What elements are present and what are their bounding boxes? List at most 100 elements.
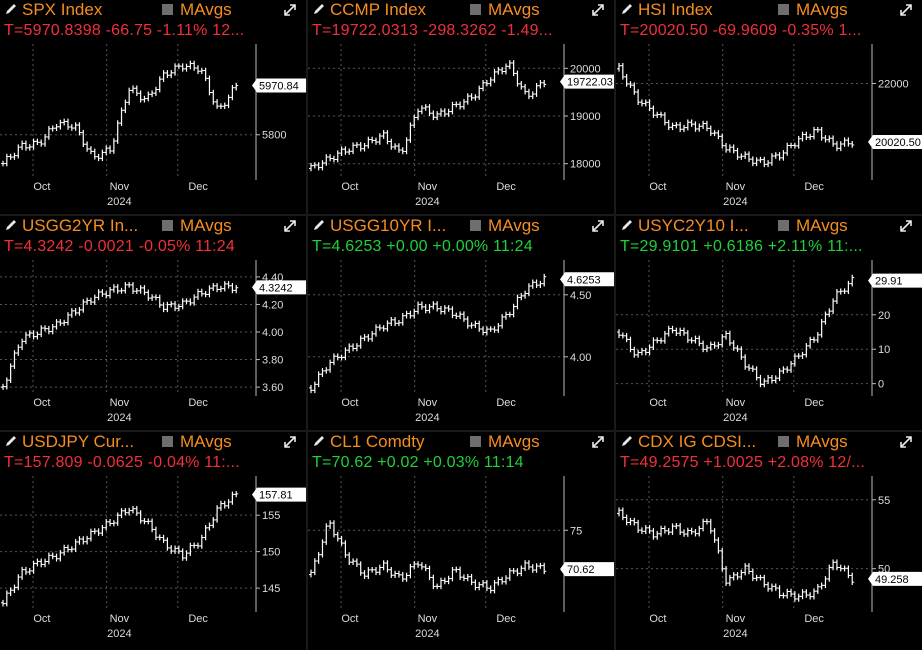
price-bar: [762, 574, 767, 588]
price-bar: [23, 566, 28, 575]
price-bar: [157, 76, 162, 93]
expand-icon[interactable]: [282, 2, 298, 18]
price-bar: [693, 121, 698, 132]
mavgs-label[interactable]: MAvgs: [796, 216, 848, 235]
expand-icon[interactable]: [898, 434, 914, 450]
price-bar: [777, 152, 782, 161]
panel-divider: [0, 214, 922, 216]
price-bar: [222, 281, 227, 292]
price-bar: [639, 99, 644, 107]
price-bar: [343, 347, 348, 361]
mavgs-label[interactable]: MAvgs: [488, 216, 540, 235]
price-bar: [773, 583, 778, 591]
mavgs-checkbox[interactable]: [470, 220, 481, 231]
price-bar: [515, 70, 520, 87]
price-bar: [731, 340, 736, 351]
expand-icon[interactable]: [590, 218, 606, 234]
price-bar: [115, 284, 120, 294]
pencil-icon[interactable]: [620, 2, 634, 16]
price-bar: [743, 354, 748, 370]
chart-panel[interactable]: HSI Index MAvgs T=20020.50 -69.9609 -0.35%…: [616, 0, 922, 216]
price-bar: [461, 574, 466, 582]
price-bar: [328, 520, 333, 529]
chart-panel[interactable]: CL1 Comdty MAvgs T=70.62 +0.02 +0.03% 11:1…: [308, 432, 614, 648]
price-bar: [309, 569, 313, 578]
expand-icon[interactable]: [590, 2, 606, 18]
panel-header: CCMP Index MAvgs: [308, 0, 614, 20]
mavgs-checkbox[interactable]: [162, 436, 173, 447]
panel-title[interactable]: USYC2Y10 I...: [638, 216, 749, 235]
last-price-text: 19722.03: [567, 77, 613, 89]
panel-title[interactable]: CCMP Index: [330, 0, 427, 19]
price-bar: [8, 363, 13, 383]
pencil-icon[interactable]: [312, 2, 326, 16]
price-bar: [188, 60, 193, 70]
price-bar: [662, 525, 667, 534]
pencil-icon[interactable]: [620, 434, 634, 448]
price-bar: [16, 344, 21, 356]
price-bar: [146, 289, 151, 301]
price-bar: [473, 94, 478, 101]
price-bar: [100, 149, 105, 162]
pencil-icon[interactable]: [312, 218, 326, 232]
panel-title[interactable]: CL1 Comdty: [330, 432, 425, 451]
expand-icon[interactable]: [282, 218, 298, 234]
expand-icon[interactable]: [590, 434, 606, 450]
last-price-label: 20020.50: [868, 134, 922, 149]
chart-panel[interactable]: USGG10YR I... MAvgs T=4.6253 +0.00 +0.00% …: [308, 216, 614, 432]
pencil-icon[interactable]: [4, 434, 18, 448]
panel-title[interactable]: CDX IG CDSI...: [638, 432, 757, 451]
pencil-icon[interactable]: [312, 434, 326, 448]
mavgs-checkbox[interactable]: [162, 220, 173, 231]
pencil-icon[interactable]: [4, 2, 18, 16]
last-price-text: 157.81: [259, 490, 293, 502]
mavgs-checkbox[interactable]: [470, 436, 481, 447]
price-bar: [347, 343, 352, 353]
price-bar: [647, 99, 652, 112]
price-bar: [815, 126, 820, 133]
panel-title[interactable]: USGG10YR I...: [330, 216, 447, 235]
mavgs-label[interactable]: MAvgs: [180, 432, 232, 451]
panel-title[interactable]: SPX Index: [22, 0, 103, 19]
price-bar: [207, 75, 212, 96]
price-bar: [704, 345, 709, 353]
price-bar: [184, 550, 189, 561]
mavgs-checkbox[interactable]: [778, 436, 789, 447]
price-bar: [465, 93, 470, 105]
mavgs-label[interactable]: MAvgs: [796, 0, 848, 19]
price-bar: [766, 581, 771, 592]
panel-title[interactable]: USDJPY Cur...: [22, 432, 135, 451]
panel-title[interactable]: USGG2YR In...: [22, 216, 139, 235]
price-bar: [632, 82, 637, 95]
mavgs-checkbox[interactable]: [470, 4, 481, 15]
chart-panel[interactable]: USGG2YR In... MAvgs T=4.3242 -0.0021 -0.05…: [0, 216, 306, 432]
price-bar: [811, 336, 816, 343]
price-bar: [469, 93, 474, 101]
mavgs-label[interactable]: MAvgs: [488, 0, 540, 19]
mavgs-checkbox[interactable]: [778, 4, 789, 15]
mavgs-label[interactable]: MAvgs: [488, 432, 540, 451]
chart-panel[interactable]: USYC2Y10 I... MAvgs T=29.9101 +0.6186 +2.1…: [616, 216, 922, 432]
pencil-icon[interactable]: [620, 218, 634, 232]
price-bar: [655, 337, 660, 344]
mavgs-label[interactable]: MAvgs: [180, 0, 232, 19]
expand-icon[interactable]: [898, 2, 914, 18]
price-bar: [624, 332, 629, 343]
mavgs-checkbox[interactable]: [778, 220, 789, 231]
mavgs-label[interactable]: MAvgs: [180, 216, 232, 235]
x-tick-label: Nov: [726, 613, 746, 625]
price-bar: [735, 147, 740, 160]
price-bar: [192, 542, 197, 549]
expand-icon[interactable]: [898, 218, 914, 234]
price-bar: [108, 145, 113, 154]
chart-panel[interactable]: SPX Index MAvgs T=5970.8398 -66.75 -1.11% …: [0, 0, 306, 216]
expand-icon[interactable]: [282, 434, 298, 450]
mavgs-label[interactable]: MAvgs: [796, 432, 848, 451]
panel-title[interactable]: HSI Index: [638, 0, 713, 19]
pencil-icon[interactable]: [4, 218, 18, 232]
chart-panel[interactable]: USDJPY Cur... MAvgs T=157.809 -0.0625 -0.0…: [0, 432, 306, 648]
chart-panel[interactable]: CCMP Index MAvgs T=19722.0313 -298.3262 -1…: [308, 0, 614, 216]
mavgs-checkbox[interactable]: [162, 4, 173, 15]
price-bar: [746, 364, 751, 371]
chart-panel[interactable]: CDX IG CDSI... MAvgs T=49.2575 +1.0025 +2.…: [616, 432, 922, 648]
